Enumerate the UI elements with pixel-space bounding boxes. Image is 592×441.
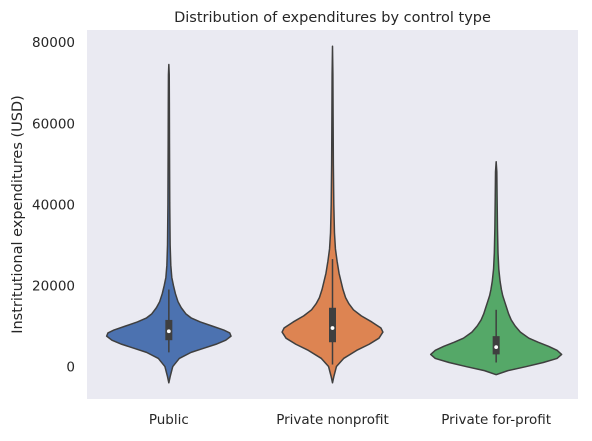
median-marker (330, 326, 335, 330)
y-tick-label: 40000 (32, 197, 75, 213)
violin-private-nonprofit (281, 45, 384, 384)
median-marker (494, 345, 499, 349)
y-tick-label: 0 (66, 360, 75, 376)
violin-private-for-profit (429, 161, 563, 376)
x-tick-label: Private for-profit (441, 412, 551, 428)
violin-public (105, 63, 232, 384)
y-axis-label: Instritutional expenditures (USD) (10, 95, 26, 334)
median-marker (166, 329, 171, 334)
x-axis-ticks: Public Private nonprofit Private for-profi… (149, 412, 551, 428)
iqr-box (329, 307, 336, 343)
y-tick-label: 60000 (32, 116, 75, 132)
y-tick-label: 80000 (32, 35, 75, 51)
x-tick-label: Public (149, 412, 189, 428)
y-axis-ticks: 0 20000 40000 60000 80000 (32, 35, 75, 375)
chart-title: Distribution of expenditures by control … (174, 10, 491, 26)
violins-layer (105, 45, 563, 384)
x-tick-label: Private nonprofit (276, 412, 389, 428)
y-tick-label: 20000 (32, 278, 75, 294)
